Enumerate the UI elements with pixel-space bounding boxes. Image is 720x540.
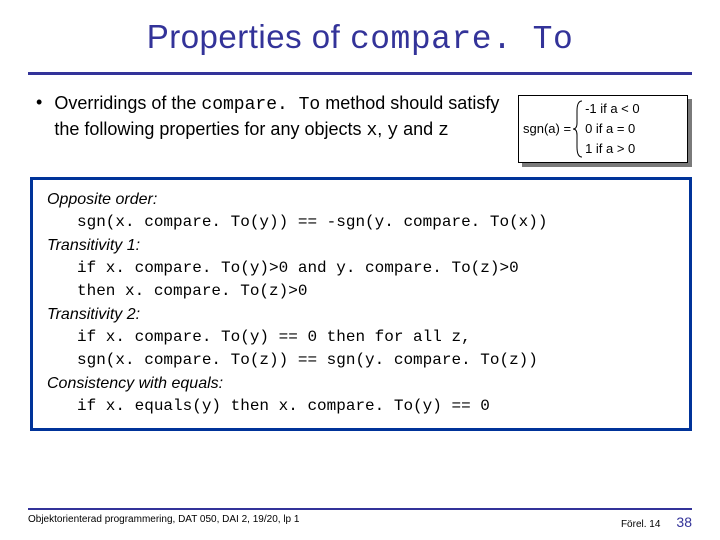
intro-code3: y xyxy=(387,121,398,141)
footer-rule xyxy=(28,508,692,510)
sgn-case-2: 1 if a > 0 xyxy=(585,139,640,159)
sgn-case-1: 0 if a = 0 xyxy=(585,119,640,139)
sgn-definition-box: sgn(a) = -1 if a < 0 0 if a = 0 1 if a >… xyxy=(518,95,692,167)
footer-label: Förel. 14 xyxy=(621,519,660,530)
page-number: 38 xyxy=(676,514,692,530)
title-prefix: Properties of xyxy=(147,18,350,55)
title-rule xyxy=(28,72,692,75)
slide-footer: Objektorienterad programmering, DAT 050,… xyxy=(28,508,692,530)
sgn-case-0: -1 if a < 0 xyxy=(585,99,640,119)
intro-code1: compare. To xyxy=(201,95,320,115)
intro-code2: x xyxy=(366,121,377,141)
property-head-2: Transitivity 2: xyxy=(47,303,679,326)
bullet-icon: • xyxy=(36,91,42,113)
property-head-0: Opposite order: xyxy=(47,188,679,211)
intro-part3: , xyxy=(377,119,387,139)
intro-row: • Overridings of the compare. To method … xyxy=(28,91,692,167)
property-line-2-0: if x. compare. To(y) == 0 then for all z… xyxy=(77,326,679,349)
property-line-3-0: if x. equals(y) then x. compare. To(y) =… xyxy=(77,395,679,418)
property-line-0-0: sgn(x. compare. To(y)) == -sgn(y. compar… xyxy=(77,211,679,234)
intro-part1: Overridings of the xyxy=(54,93,201,113)
sgn-label: sgn(a) = xyxy=(523,119,571,139)
property-line-1-0: if x. compare. To(y)>0 and y. compare. T… xyxy=(77,257,679,280)
brace-icon xyxy=(572,99,584,159)
footer-right: Förel. 14 38 xyxy=(621,514,692,530)
title-code: compare. To xyxy=(350,21,573,58)
property-line-2-1: sgn(x. compare. To(z)) == sgn(y. compare… xyxy=(77,349,679,372)
property-head-1: Transitivity 1: xyxy=(47,234,679,257)
property-head-3: Consistency with equals: xyxy=(47,372,679,395)
slide-title: Properties of compare. To xyxy=(28,18,692,58)
properties-box: Opposite order:sgn(x. compare. To(y)) ==… xyxy=(30,177,692,431)
footer-left: Objektorienterad programmering, DAT 050,… xyxy=(28,514,299,530)
property-line-1-1: then x. compare. To(z)>0 xyxy=(77,280,679,303)
intro-part4: and xyxy=(398,119,438,139)
sgn-cases: -1 if a < 0 0 if a = 0 1 if a > 0 xyxy=(585,99,640,159)
sgn-box-front: sgn(a) = -1 if a < 0 0 if a = 0 1 if a >… xyxy=(518,95,688,163)
intro-text: Overridings of the compare. To method sh… xyxy=(54,91,508,143)
footer-row: Objektorienterad programmering, DAT 050,… xyxy=(28,514,692,530)
intro-code4: z xyxy=(438,121,449,141)
